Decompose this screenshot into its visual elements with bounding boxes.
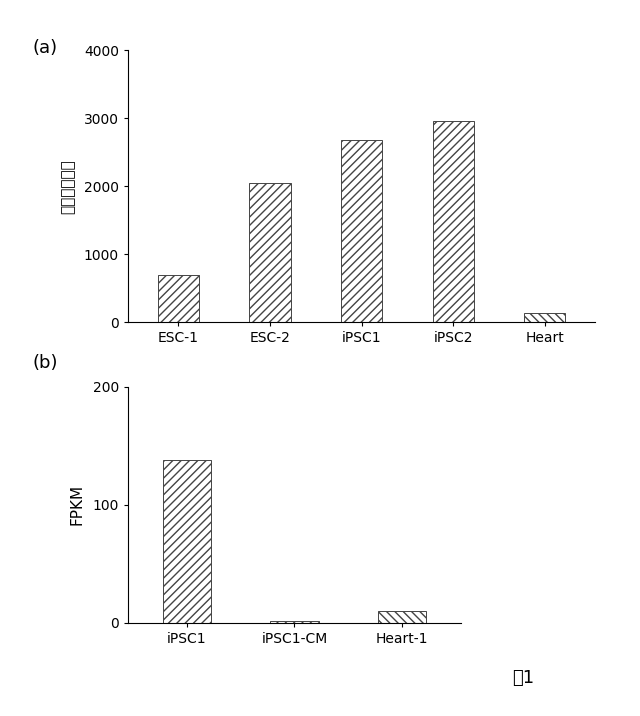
Text: (a): (a) — [32, 39, 57, 57]
Y-axis label: FPKM: FPKM — [69, 484, 84, 526]
Bar — [250, 183, 291, 322]
Bar — [341, 140, 382, 322]
Bar — [163, 460, 211, 623]
Bar — [158, 274, 199, 322]
Text: (b): (b) — [32, 354, 58, 372]
Y-axis label: 相対的発現量: 相対的発現量 — [61, 159, 76, 213]
Bar — [433, 121, 474, 322]
Bar — [378, 611, 426, 623]
Bar — [524, 314, 565, 322]
Text: 図1: 図1 — [512, 669, 534, 687]
Bar — [270, 621, 319, 623]
